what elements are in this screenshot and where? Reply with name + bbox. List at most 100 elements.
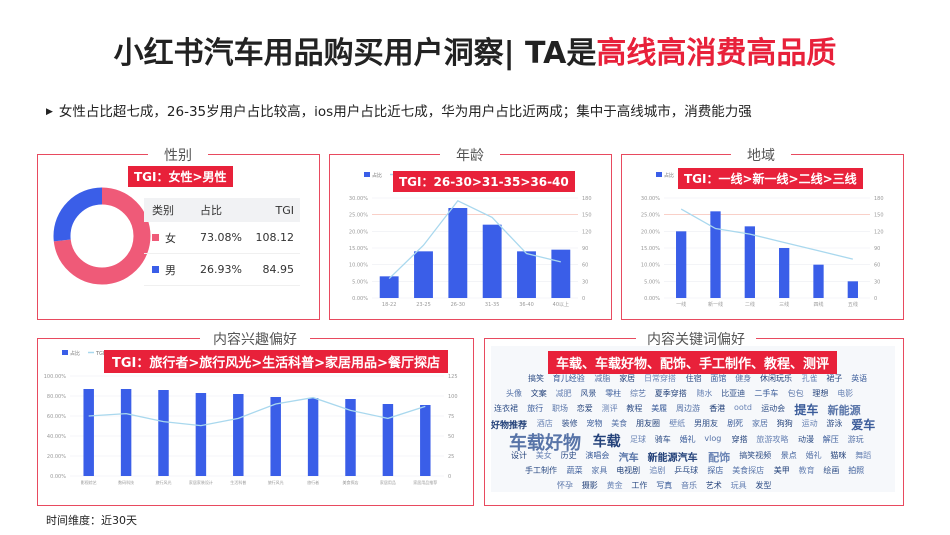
keyword: ootd <box>734 403 753 412</box>
keyword: 穿搭 <box>731 435 748 444</box>
keyword: 舞蹈 <box>855 451 872 460</box>
x-tick-label: 家居用品推荐 <box>413 479 437 485</box>
x-tick-label: 一线 <box>676 301 686 308</box>
female-share: 73.08% <box>200 231 242 244</box>
keyword: 健身 <box>735 374 752 383</box>
x-tick-label: 家居用品 <box>380 479 396 485</box>
keyword: 理想 <box>812 389 829 398</box>
time-range-note: 时间维度：近30天 <box>46 514 137 527</box>
bar-3 <box>195 393 207 476</box>
keyword: 车载 <box>592 434 621 450</box>
bar-1 <box>120 389 132 476</box>
keyword: 运动 <box>801 419 818 428</box>
keyword: 摄影 <box>581 481 598 490</box>
y2-tick-label: 120 <box>874 229 884 235</box>
bar-4 <box>517 251 536 298</box>
y2-tick-label: 30 <box>582 279 588 285</box>
legend-label-share: 占比 <box>70 350 80 357</box>
keyword: 育儿经验 <box>552 374 585 383</box>
keyword: 男朋友 <box>694 419 718 428</box>
title-prefix: 小红书汽车用品购买用户洞察| TA是 <box>113 36 597 71</box>
keyword: 朋友圈 <box>636 419 660 428</box>
keyword: 发型 <box>755 481 772 490</box>
x-tick-label: 三线 <box>779 301 789 308</box>
y-tick-label: 0.00% <box>50 474 66 480</box>
keyword: 周边游 <box>676 404 700 413</box>
x-tick-label: 40以上 <box>553 301 569 308</box>
keyword: 黄金 <box>606 481 623 490</box>
x-tick-label: 23-25 <box>416 302 431 308</box>
bar-0 <box>379 276 399 298</box>
x-tick-label: 36-40 <box>519 302 534 308</box>
bar-5 <box>551 249 571 298</box>
x-tick-label: 旅行者 <box>307 479 319 485</box>
y2-tick-label: 30 <box>874 279 880 285</box>
male-share: 26.93% <box>200 263 242 276</box>
keyword: 追剧 <box>649 466 666 475</box>
keyword: 提车 <box>794 403 819 417</box>
y-tick-label: 20.00% <box>47 454 66 460</box>
keyword: 怀孕 <box>557 481 573 490</box>
y2-tick-label: 180 <box>582 196 592 202</box>
y2-tick-label: 90 <box>874 246 880 252</box>
bar-7 <box>345 399 356 476</box>
male-tgi: 84.95 <box>262 263 295 276</box>
y-tick-label: 5.00% <box>644 279 660 285</box>
x-tick-label: 31-35 <box>485 302 500 308</box>
y-tick-label: 60.00% <box>47 414 66 420</box>
y-tick-label: 30.00% <box>349 196 368 202</box>
keyword: 婚礼 <box>805 451 822 460</box>
keyword: 婚礼 <box>679 435 696 444</box>
keyword: 恋爱 <box>576 404 593 413</box>
x-tick-label: 生活科普 <box>230 479 246 485</box>
keyword: 减肥 <box>555 389 572 398</box>
tgi-line <box>388 199 561 280</box>
x-tick-label: 旅行风光 <box>268 479 284 485</box>
keyword: 美食 <box>611 419 628 428</box>
bar-0 <box>83 389 94 476</box>
bar-4 <box>233 394 244 476</box>
keyword: 零柱 <box>605 389 622 398</box>
gender-donut-chart <box>53 187 151 285</box>
keyword: 教程 <box>626 404 643 413</box>
keyword: 美甲 <box>773 466 790 475</box>
keyword: 游玩 <box>847 435 864 444</box>
legend-swatch-share <box>364 172 370 177</box>
interest-tgi-tag: TGI：旅行者>旅行风光>生活科普>家居用品>餐厅探店 <box>104 350 448 373</box>
tgi-line <box>88 396 426 427</box>
keyword: 车载好物 <box>509 433 581 454</box>
keyword: 汽车 <box>618 453 639 464</box>
keyword: 职场 <box>552 404 568 413</box>
bar-1 <box>414 251 433 298</box>
keyword: 宠物 <box>586 419 603 428</box>
interest-title: 内容兴趣偏好 <box>200 329 310 349</box>
keyword: 好物推荐 <box>491 420 528 431</box>
keyword: 配饰 <box>708 450 731 464</box>
keyword: 孔雀 <box>801 374 818 383</box>
bar-5 <box>270 397 281 476</box>
bar-5 <box>847 281 858 298</box>
keyword: 音乐 <box>681 481 697 490</box>
header-share: 占比 <box>200 204 222 217</box>
bullet-icon: ▶ <box>46 107 53 117</box>
keyword: 美履 <box>651 404 668 413</box>
x-tick-label: 二线 <box>745 301 755 308</box>
keyword: 写真 <box>656 481 673 490</box>
summary-line: ▶ 女性占比超七成，26-35岁用户占比较高，ios用户占比近七成，华为用户占比近… <box>46 100 752 120</box>
keyword: 旅行 <box>527 404 544 413</box>
bar-3 <box>482 224 502 298</box>
bar-4 <box>813 264 824 298</box>
keyword: 夏季穿搭 <box>654 389 687 398</box>
y-tick-label: 10.00% <box>641 263 660 269</box>
keyword: 工作 <box>631 481 648 490</box>
female-label: 女 <box>165 231 176 245</box>
y2-tick-label: 0 <box>448 474 451 480</box>
x-tick-label: 四线 <box>813 301 823 308</box>
y-tick-label: 0.00% <box>352 296 368 302</box>
x-tick-label: 五线 <box>848 301 858 308</box>
keyword: 酒店 <box>536 419 553 428</box>
y2-tick-label: 150 <box>874 213 884 219</box>
y-tick-label: 20.00% <box>349 229 368 235</box>
x-tick-label: 旅行风光 <box>156 479 172 485</box>
keyword: 新能源 <box>827 403 861 417</box>
